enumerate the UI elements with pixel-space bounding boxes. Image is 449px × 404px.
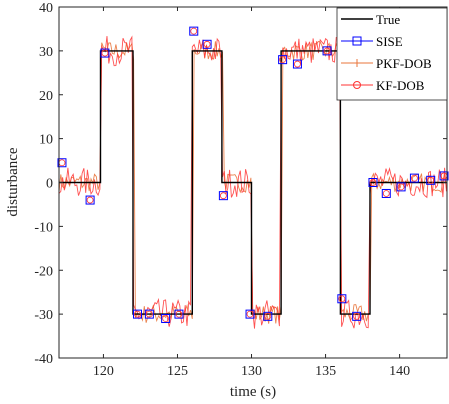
kf-dob-marker (353, 312, 361, 320)
true-line (59, 50, 447, 315)
legend: True SISE PKF-DOB KF-DOB (336, 7, 448, 101)
sise-marker (426, 175, 436, 185)
kf-dob-marker (145, 310, 153, 318)
y-tick-label: -10 (34, 220, 53, 235)
sise-marker (409, 173, 419, 183)
sise-marker (439, 171, 449, 181)
y-tick-label: 20 (39, 89, 53, 104)
x-tick-label: 120 (93, 364, 114, 379)
sise-marker (144, 309, 154, 319)
y-tick-label: 30 (39, 45, 53, 60)
sise-marker (189, 26, 199, 36)
sise-marker (337, 294, 347, 304)
sise-marker (396, 182, 406, 192)
kf-dob-marker (203, 40, 211, 48)
kf-dob-marker (369, 179, 377, 186)
y-tick-label: 10 (39, 133, 53, 148)
sise-marker (278, 55, 288, 65)
kf-dob-marker (134, 310, 141, 318)
sise-marker (381, 188, 391, 198)
x-tick-label: 130 (241, 364, 262, 379)
tick-layer: 120 125 130 135 140 -40 -30 -20 -10 0 10 20 30 40 (34, 1, 447, 379)
kf-dob-marker (427, 176, 435, 184)
sise-marker (322, 46, 332, 56)
kf-dob-marker (86, 196, 94, 204)
marker-layer (57, 26, 449, 324)
kf-dob-marker (175, 310, 183, 318)
kf-dob-marker (101, 49, 109, 57)
x-tick-label: 140 (389, 364, 410, 379)
y-tick-label: -30 (34, 308, 53, 323)
kf-dob-marker (190, 27, 198, 35)
y-tick-label: -20 (34, 264, 53, 279)
sise-marker (292, 59, 302, 69)
kf-dob-marker (279, 56, 287, 64)
kf-dob-marker (162, 315, 170, 322)
sise-marker (245, 309, 255, 319)
kf-dob-marker (382, 190, 390, 197)
kf-dob-marker (294, 60, 301, 68)
y-tick-label: -40 (34, 352, 53, 367)
legend-label-true: True (376, 12, 400, 27)
kf-dob-marker (411, 174, 418, 182)
sise-marker (352, 311, 362, 321)
legend-marker-kf-dob (353, 81, 361, 89)
x-axis-label: time (s) (230, 384, 276, 400)
y-axis-label: disturbance (5, 147, 21, 216)
sise-marker (202, 39, 212, 49)
sise-marker (85, 195, 95, 205)
kf-dob-marker (323, 47, 331, 55)
legend-label-kf-dob: KF-DOB (376, 78, 425, 93)
legend-label-pkf-dob: PKF-DOB (376, 56, 432, 71)
sise-marker (132, 309, 142, 319)
sise-marker (263, 311, 273, 321)
sise-marker (368, 178, 378, 187)
sise-marker (218, 191, 228, 201)
y-tick-label: 40 (39, 1, 53, 16)
x-tick-label: 135 (315, 364, 336, 379)
x-tick-label: 125 (167, 364, 188, 379)
legend-label-sise: SISE (376, 34, 403, 49)
kf-dob-marker (264, 312, 272, 320)
y-tick-label: 0 (46, 177, 53, 192)
legend-marker-sise (352, 36, 362, 46)
kf-dob-marker (338, 295, 346, 303)
sise-marker (100, 48, 110, 58)
sise-marker (161, 314, 171, 324)
kf-dob-marker (397, 183, 405, 191)
kf-dob-marker (246, 310, 254, 318)
kf-dob-marker (219, 192, 227, 200)
sise-marker (57, 158, 67, 168)
sise-marker (174, 309, 184, 319)
